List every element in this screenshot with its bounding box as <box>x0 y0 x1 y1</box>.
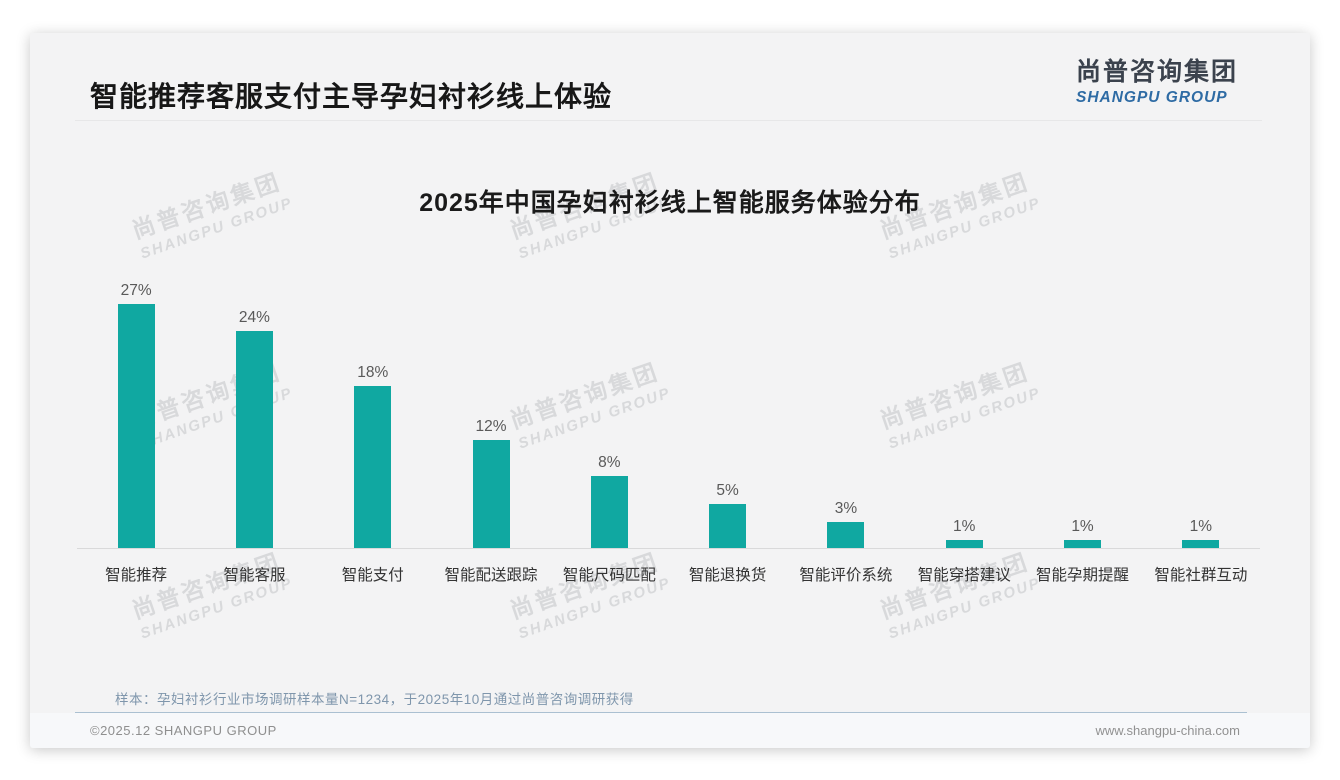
bar-column: 8% <box>550 273 668 549</box>
bar <box>117 304 155 549</box>
bar <box>1182 540 1220 549</box>
bar-column: 5% <box>668 273 786 549</box>
bar-column: 12% <box>432 273 550 549</box>
category-label: 智能社群互动 <box>1154 567 1248 584</box>
bar-value-label: 3% <box>834 500 858 517</box>
company-logo: 尚普咨询集团 SHANGPU GROUP <box>1075 58 1238 106</box>
bar <box>709 504 747 549</box>
footer-divider <box>75 712 1247 713</box>
logo-chinese-text: 尚普咨询集团 <box>1075 58 1238 86</box>
bar-chart: 27% 24% 18% 12% 8% 5% 3% 1% 1% 1% <box>77 273 1260 549</box>
bar-value-label: 8% <box>598 454 621 471</box>
bar-value-label: 24% <box>238 309 270 326</box>
bar-column: 24% <box>195 273 313 549</box>
bar <box>945 540 983 549</box>
bar <box>235 331 273 549</box>
report-card: 尚普咨询集团 SHANGPU GROUP 尚普咨询集团 SHANGPU GROUP 尚普… <box>30 33 1310 748</box>
bar-column: 1% <box>1142 273 1260 549</box>
chart-title: 2025年中国孕妇衬衫线上智能服务体验分布 <box>419 189 921 217</box>
bar <box>590 476 628 549</box>
bar-value-label: 1% <box>1071 518 1094 535</box>
page-title: 智能推荐客服支付主导孕妇衬衫线上体验 <box>90 81 613 112</box>
category-labels-row: 智能推荐 智能客服 智能支付 智能配送跟踪 智能尺码匹配 智能退换货 智能评价系统 智能穿搭建… <box>77 563 1260 585</box>
category-label: 智能退换货 <box>688 567 767 584</box>
bar <box>472 440 510 549</box>
category-label: 智能推荐 <box>105 567 168 584</box>
category-label: 智能尺码匹配 <box>562 567 656 584</box>
bar <box>354 386 392 549</box>
logo-english-text: SHANGPU GROUP <box>1075 88 1228 106</box>
header-divider <box>75 120 1262 121</box>
website-text: www.shangpu-china.com <box>1095 723 1240 738</box>
bar-value-label: 1% <box>953 518 976 535</box>
bar-value-label: 1% <box>1189 518 1213 535</box>
bar-value-label: 12% <box>475 418 507 435</box>
bar-value-label: 27% <box>120 282 152 299</box>
bar-value-label: 5% <box>716 482 739 499</box>
bar-column: 18% <box>314 273 432 549</box>
footer: ©2025.12 SHANGPU GROUP www.shangpu-china… <box>30 713 1310 748</box>
category-label: 智能支付 <box>341 567 404 584</box>
category-label: 智能客服 <box>223 567 286 584</box>
bar-value-label: 18% <box>357 364 389 381</box>
bar-column: 1% <box>1023 273 1141 549</box>
bar-column: 27% <box>77 273 195 549</box>
category-label: 智能孕期提醒 <box>1036 567 1130 584</box>
category-label: 智能配送跟踪 <box>444 567 538 584</box>
bar <box>1064 540 1102 549</box>
bar <box>827 522 865 549</box>
bar-column: 3% <box>787 273 905 549</box>
x-axis-line <box>77 548 1260 549</box>
bars-container: 27% 24% 18% 12% 8% 5% 3% 1% 1% 1% <box>77 273 1260 549</box>
category-label: 智能穿搭建议 <box>917 567 1011 584</box>
category-label: 智能评价系统 <box>799 567 893 584</box>
sample-footnote: 样本：孕妇衬衫行业市场调研样本量N=1234，于2025年10月通过尚普咨询调研… <box>115 692 634 707</box>
bar-column: 1% <box>905 273 1023 549</box>
copyright-text: ©2025.12 SHANGPU GROUP <box>90 723 277 738</box>
